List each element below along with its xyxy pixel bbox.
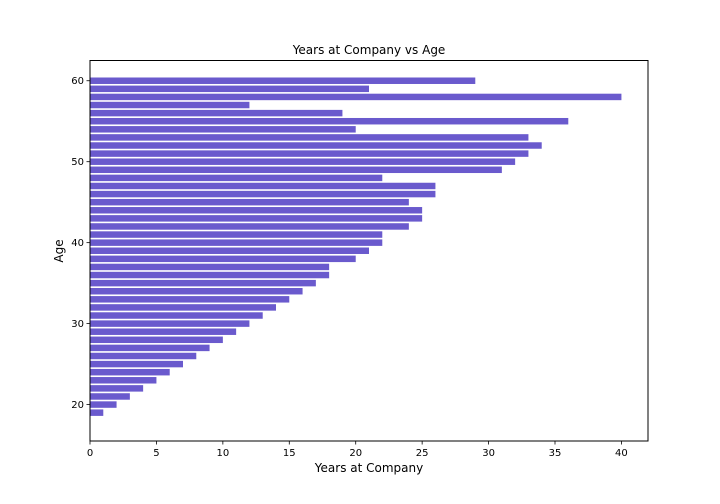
- bar-age-56: [90, 109, 343, 117]
- y-ticks-group: 20 30 40 50 60: [71, 76, 90, 411]
- bar-age-38: [90, 255, 356, 263]
- bar-age-24: [90, 368, 170, 376]
- y-tick-label: 60: [71, 76, 84, 87]
- bar-age-54: [90, 126, 356, 133]
- bar-age-47: [90, 182, 436, 190]
- bar-age-49: [90, 166, 502, 174]
- bar-age-21: [90, 393, 130, 400]
- bar-age-45: [90, 198, 409, 206]
- bar-age-23: [90, 377, 157, 384]
- x-tick-label: 35: [549, 448, 562, 459]
- x-tick-label: 10: [216, 448, 229, 459]
- bar-age-29: [90, 328, 237, 335]
- bar-age-33: [90, 296, 290, 303]
- bar-age-28: [90, 336, 223, 344]
- bar-age-43: [90, 215, 423, 222]
- bar-age-35: [90, 279, 316, 287]
- x-tick-label: 5: [153, 448, 159, 459]
- bar-age-25: [90, 360, 183, 368]
- x-axis-label: Years at Company: [314, 461, 423, 475]
- bar-age-40: [90, 239, 383, 246]
- bar-age-37: [90, 263, 330, 271]
- x-tick-label: 40: [615, 448, 628, 459]
- x-tick-label: 15: [283, 448, 296, 459]
- bar-age-34: [90, 287, 303, 295]
- y-axis-label: Age: [52, 239, 66, 262]
- bar-age-50: [90, 158, 516, 165]
- bar-age-26: [90, 352, 197, 360]
- bar-age-41: [90, 231, 383, 238]
- bar-age-57: [90, 101, 250, 109]
- x-tick-label: 30: [482, 448, 495, 459]
- bars-group: [90, 77, 622, 416]
- bar-age-52: [90, 142, 542, 149]
- chart-title: Years at Company vs Age: [292, 43, 446, 57]
- bar-age-22: [90, 385, 144, 392]
- bar-age-59: [90, 85, 369, 93]
- bar-age-51: [90, 150, 529, 157]
- y-tick-label: 50: [71, 157, 84, 168]
- bar-age-58: [90, 93, 622, 101]
- bar-age-44: [90, 207, 423, 214]
- bar-age-30: [90, 320, 250, 327]
- x-tick-label: 25: [416, 448, 429, 459]
- x-ticks-group: 0 5 10 15 20 25 30 35 40: [87, 441, 628, 459]
- y-tick-label: 40: [71, 238, 84, 249]
- bar-age-27: [90, 344, 210, 352]
- bar-age-39: [90, 247, 369, 254]
- bar-age-32: [90, 304, 276, 311]
- y-tick-label: 30: [71, 319, 84, 330]
- bar-age-53: [90, 134, 529, 141]
- bar-age-60: [90, 77, 476, 84]
- x-tick-label: 0: [87, 448, 93, 459]
- y-tick-label: 20: [71, 400, 84, 411]
- bar-age-55: [90, 117, 569, 125]
- bar-age-46: [90, 190, 436, 198]
- bar-age-48: [90, 174, 383, 182]
- bar-age-36: [90, 271, 330, 279]
- plot-frame: [89, 60, 649, 442]
- bar-age-19: [90, 409, 104, 416]
- bar-age-31: [90, 312, 263, 319]
- x-tick-label: 20: [349, 448, 362, 459]
- bar-age-42: [90, 223, 409, 230]
- bar-age-20: [90, 401, 117, 408]
